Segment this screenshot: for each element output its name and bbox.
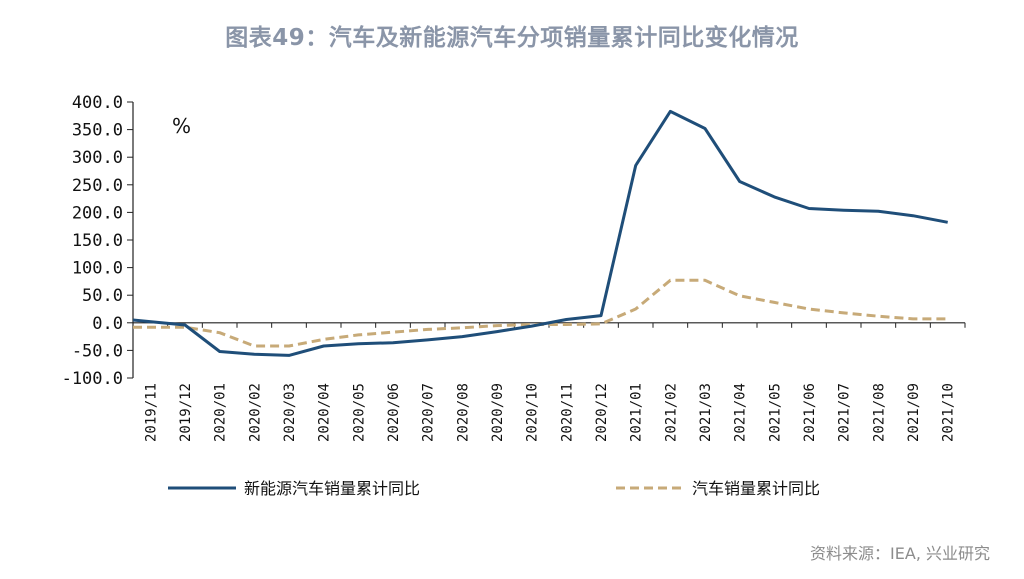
x-tick-label: 2020/11: [559, 383, 575, 442]
x-tick-label: 2021/08: [871, 383, 887, 442]
y-tick-label: 200.0: [72, 203, 123, 223]
x-tick-label: 2021/05: [767, 383, 783, 442]
y-tick-label: 400.0: [72, 93, 123, 113]
x-axis: 2019/11 2019/12 2020/01 2020/02 2020/03 2020/…: [132, 322, 966, 442]
x-tick-label: 2021/07: [837, 383, 853, 442]
y-tick-label: 100.0: [72, 259, 123, 279]
x-tick-label: 2020/02: [247, 383, 263, 442]
x-tick-label: 2019/11: [143, 383, 159, 442]
y-tick-label: 0.0: [92, 314, 123, 334]
x-tick-label: 2020/05: [351, 383, 367, 442]
y-tick-label: 250.0: [72, 176, 123, 196]
x-tick-label: 2020/01: [213, 383, 229, 442]
x-tick-label: 2021/09: [906, 383, 922, 442]
x-tick-label: 2020/10: [525, 383, 541, 442]
y-tick-label: -100.0: [62, 369, 123, 389]
chart-title: 图表49：汽车及新能源汽车分项销量累计同比变化情况: [225, 25, 799, 51]
x-tick-label: 2020/12: [594, 383, 610, 442]
y-tick-label: 50.0: [82, 286, 123, 306]
legend-label-0: 新能源汽车销量累计同比: [244, 479, 420, 498]
y-axis: 400.0 350.0 300.0 250.0 200.0 150.0 100.0 50.0 0…: [62, 93, 134, 389]
legend: 新能源汽车销量累计同比 汽车销量累计同比: [168, 479, 820, 498]
x-tick-label: 2020/09: [490, 383, 506, 442]
unit-label: %: [172, 114, 191, 138]
y-tick-label: 300.0: [72, 148, 123, 168]
x-tick-label: 2020/04: [317, 383, 333, 442]
legend-label-1: 汽车销量累计同比: [692, 479, 820, 498]
x-tick-label: 2020/06: [386, 383, 402, 442]
x-tick-label: 2020/08: [455, 383, 471, 442]
x-tick-label: 2021/10: [941, 383, 957, 442]
x-tick-label: 2021/03: [698, 383, 714, 442]
x-tick-label: 2021/04: [733, 383, 749, 442]
source-note: 资料来源：IEA, 兴业研究: [810, 544, 990, 563]
y-tick-label: 150.0: [72, 231, 123, 251]
y-tick-label: -50.0: [72, 341, 123, 361]
y-tick-label: 350.0: [72, 121, 123, 141]
series-line-0: [132, 109, 948, 357]
x-tick-label: 2020/03: [282, 383, 298, 442]
x-tick-label: 2021/01: [629, 383, 645, 442]
x-tick-label: 2020/07: [421, 383, 437, 442]
x-tick-label: 2021/02: [663, 383, 679, 442]
x-tick-label: 2019/12: [178, 383, 194, 442]
series-layer: [132, 109, 948, 357]
series-line-1: [133, 278, 948, 348]
x-tick-label: 2021/06: [802, 383, 818, 442]
